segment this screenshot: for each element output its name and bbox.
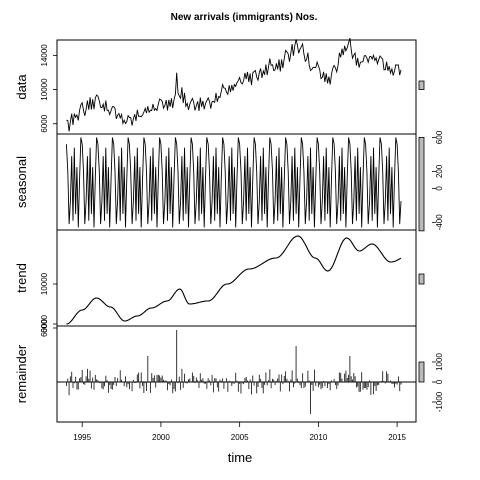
y-tick-label-right-remainder: -1000	[435, 391, 444, 412]
scale-bar-remainder	[418, 361, 425, 383]
y-tick-label-right-seasonal: 200	[435, 164, 444, 178]
panel-label-remainder: remainder	[14, 344, 29, 403]
x-axis-label: time	[228, 450, 253, 465]
y-tick-label-data: 6000	[40, 114, 49, 132]
y-tick-label-right-remainder: 0	[435, 379, 444, 384]
scale-bar-data	[418, 80, 425, 90]
y-tick-label-remainder: 6000	[40, 319, 49, 337]
y-tick-label-right-seasonal: 0	[435, 186, 444, 191]
seasonal-line	[65, 137, 402, 228]
panel-trend: trend 6000 10000	[14, 229, 425, 333]
panel-label-trend: trend	[14, 263, 29, 293]
x-tick-label: 1995	[73, 433, 91, 442]
scale-bar-seasonal	[418, 136, 425, 232]
data-line	[66, 37, 402, 132]
panel-frame-remainder	[56, 325, 417, 423]
chart-title: New arrivals (immigrants) Nos.	[171, 12, 318, 23]
panel-frame-data	[56, 39, 417, 135]
y-tick-label-trend: 6000	[40, 315, 49, 333]
x-tick-label: 2010	[309, 433, 327, 442]
y-tick-label-trend: 10000	[40, 272, 49, 295]
y-tick-label-data: 14000	[40, 44, 49, 67]
y-tick-label-right-seasonal: 600	[435, 130, 444, 144]
x-tick-label: 2000	[152, 433, 170, 442]
y-tick-label-data: 10000	[40, 78, 49, 101]
y-tick-label-right-remainder: 1000	[435, 353, 444, 371]
panel-remainder: remainder 6000 -1000 0 1000	[14, 319, 444, 423]
panel-seasonal: seasonal -400 0 200 600	[14, 130, 444, 232]
scale-bar-trend	[418, 273, 425, 285]
x-tick-label: 2015	[388, 433, 406, 442]
x-tick-label: 2005	[231, 433, 249, 442]
panel-label-data: data	[14, 74, 29, 100]
trend-line	[66, 235, 402, 325]
panel-label-seasonal: seasonal	[14, 156, 29, 208]
y-tick-label-right-seasonal: -400	[435, 214, 444, 231]
panel-data: data 6000 10000 14000	[14, 37, 425, 135]
